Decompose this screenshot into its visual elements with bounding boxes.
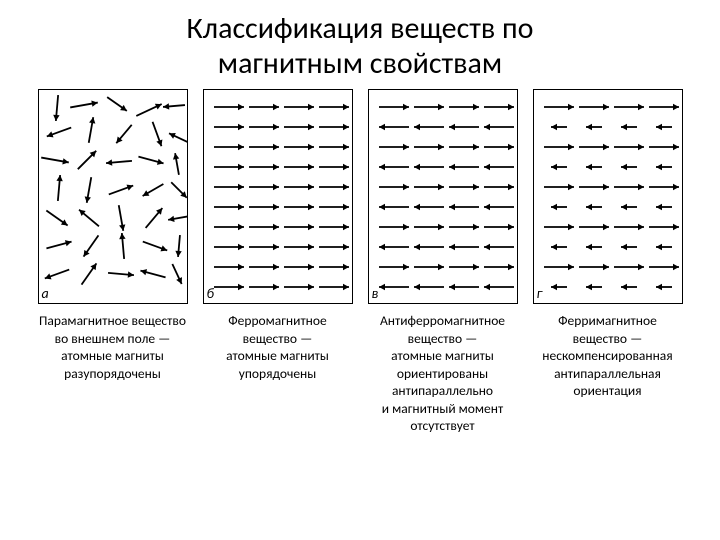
panels-row: а Парамагнитное вещество во внешнем поле… (0, 89, 720, 435)
panel-label-b: б (207, 285, 214, 302)
caption-g: Ферримагнитное вещество — нескомпенсиров… (542, 312, 672, 400)
diagram-svg-a (39, 90, 188, 304)
panel-label-a: а (42, 285, 49, 302)
caption-v: Антиферромагнитное вещество — атомные ма… (380, 312, 505, 435)
panel-antiferromagnetic: в Антиферромагнитное вещество — атомные … (365, 89, 520, 435)
panel-ferrimagnetic: г Ферримагнитное вещество — нескомпенсир… (530, 89, 685, 435)
diagram-box-b: б (203, 89, 353, 304)
diagram-svg-v (369, 90, 518, 304)
panel-paramagnetic: а Парамагнитное вещество во внешнем поле… (35, 89, 190, 435)
title-line-1: Классификация веществ по (187, 10, 534, 47)
diagram-box-a: а (38, 89, 188, 304)
caption-b: Ферромагнитное вещество — атомные магнит… (226, 312, 329, 382)
panel-ferromagnetic: б Ферромагнитное вещество — атомные магн… (200, 89, 355, 435)
caption-a: Парамагнитное вещество во внешнем поле —… (39, 312, 186, 382)
diagram-svg-b (204, 90, 353, 304)
panel-label-v: в (372, 285, 379, 302)
diagram-svg-g (534, 90, 683, 304)
title-line-2: магнитным свойствам (218, 45, 502, 82)
diagram-box-g: г (533, 89, 683, 304)
panel-label-g: г (537, 285, 543, 302)
diagram-box-v: в (368, 89, 518, 304)
page-title: Классификация веществ по магнитным свойс… (0, 0, 720, 89)
